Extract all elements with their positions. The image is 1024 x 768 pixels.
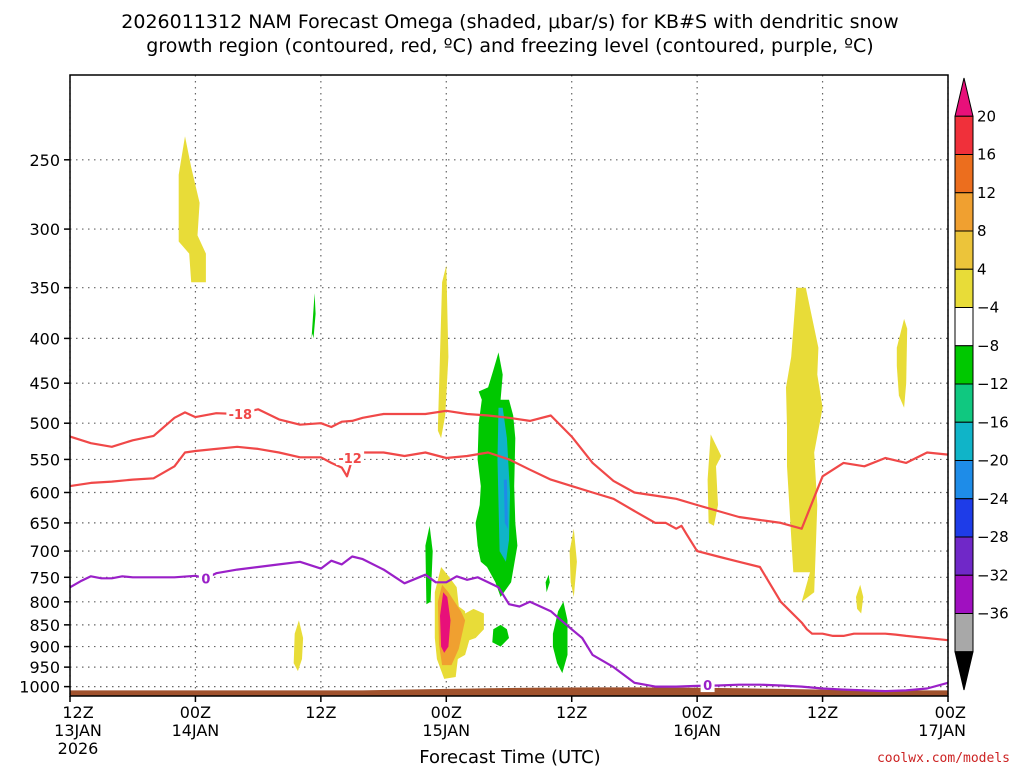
plot-area: -18 -12 0 0 (69, 74, 949, 697)
colorbar-swatch (954, 345, 974, 385)
x-tick-label: 00Z (935, 703, 966, 722)
omega-shaded-region (856, 584, 864, 614)
colorbar-arrow-bottom (954, 651, 974, 691)
omega-shaded-region (569, 528, 577, 597)
red-contour-line (69, 408, 949, 530)
colorbar-swatch (954, 383, 974, 423)
colorbar-label: 20 (977, 107, 996, 125)
omega-shaded-region (178, 136, 206, 283)
y-axis: 250 300 350 400 450 500 550 600 650 700 750 800 850 9… (19, 151, 70, 697)
colorbar-label: −36 (977, 605, 1009, 623)
colorbar-label: 8 (977, 222, 987, 240)
colorbar-swatch (954, 536, 974, 576)
y-tick-label: 400 (29, 329, 60, 348)
colorbar-label: −8 (977, 337, 999, 355)
omega-shaded-region (311, 293, 316, 339)
colorbar: 20 16 12 8 4 −4 −8 −12 −16 −20 −24 −28 −32 −36 (954, 77, 1009, 691)
credit-text: coolwx.com/models (877, 751, 1010, 766)
purple-contour-label: 0 (703, 679, 712, 694)
contour-label-bg (336, 450, 365, 466)
y-tick-label: 750 (29, 568, 60, 587)
omega-shaded-region (437, 265, 449, 439)
red-contour-label: -18 (229, 408, 253, 423)
chart-title-line1: 2026011312 NAM Forecast Omega (shaded, μ… (121, 11, 898, 33)
colorbar-label: −12 (977, 375, 1009, 393)
y-tick-label: 950 (29, 658, 60, 677)
x-tick-label: 12Z (62, 703, 93, 722)
colorbar-arrow-top (954, 77, 974, 117)
colorbar-label: −24 (977, 490, 1009, 508)
omega-shaded-region (293, 620, 304, 672)
colorbar-swatch (954, 460, 974, 500)
colorbar-label: −32 (977, 566, 1009, 584)
colorbar-label: 16 (977, 146, 996, 164)
colorbar-swatch (954, 268, 974, 308)
omega-shaded-region (440, 592, 451, 653)
red-contour-label: -12 (338, 452, 362, 467)
colorbar-swatch (954, 421, 974, 461)
purple-contour-label: 0 (201, 572, 210, 587)
contour-label-bg (226, 405, 255, 421)
y-tick-label: 350 (29, 279, 60, 298)
colorbar-swatch (954, 498, 974, 538)
colorbar-label: −20 (977, 452, 1009, 470)
y-tick-label: 300 (29, 220, 60, 239)
colorbar-swatch (954, 613, 974, 653)
omega-shaded-region (786, 287, 823, 602)
omega-shaded-region (475, 352, 518, 597)
omega-shaded-region (552, 601, 568, 674)
y-tick-label: 650 (29, 514, 60, 533)
x-tick-label: 2026 (58, 739, 99, 758)
contour-label-bg (700, 677, 715, 693)
ground-terrain (70, 687, 948, 696)
y-tick-label: 250 (29, 151, 60, 170)
colorbar-swatch (954, 230, 974, 270)
x-tick-label: 15JAN (422, 721, 470, 740)
x-tick-label: 12Z (556, 703, 587, 722)
omega-shaded-region (707, 434, 722, 526)
colorbar-label: 4 (977, 260, 987, 278)
x-tick-label: 17JAN (918, 721, 966, 740)
y-tick-label: 450 (29, 374, 60, 393)
x-tick-label: 14JAN (172, 721, 220, 740)
y-tick-label: 1000 (19, 678, 60, 697)
y-tick-label: 700 (29, 542, 60, 561)
x-tick-label: 00Z (180, 703, 211, 722)
colorbar-swatch (954, 192, 974, 232)
colorbar-swatch (954, 115, 974, 155)
chart-title-line2: growth region (contoured, red, ºC) and f… (146, 35, 873, 57)
contour-label-bg (198, 570, 213, 586)
y-tick-label: 850 (29, 616, 60, 635)
x-tick-label: 00Z (681, 703, 712, 722)
colorbar-label: −16 (977, 413, 1009, 431)
y-tick-label: 800 (29, 593, 60, 612)
colorbar-label: −4 (977, 299, 999, 317)
y-tick-label: 550 (29, 450, 60, 469)
y-tick-label: 900 (29, 638, 60, 657)
omega-shaded-region (545, 574, 550, 593)
y-tick-label: 500 (29, 414, 60, 433)
omega-shaded-region (492, 624, 509, 647)
x-tick-label: 16JAN (673, 721, 721, 740)
omega-shaded-region (503, 479, 508, 529)
red-contour-line (69, 445, 949, 642)
colorbar-label: 12 (977, 184, 996, 202)
x-tick-label: 00Z (431, 703, 462, 722)
omega-shaded-region (896, 318, 908, 408)
y-tick-label: 600 (29, 483, 60, 502)
x-tick-label: 12Z (305, 703, 336, 722)
x-tick-label: 12Z (807, 703, 838, 722)
colorbar-label: −28 (977, 528, 1009, 546)
colorbar-swatch (954, 154, 974, 194)
plot-frame (69, 74, 949, 697)
colorbar-swatch (954, 574, 974, 614)
x-tick-label: 13JAN (54, 721, 102, 740)
colorbar-swatch (954, 307, 974, 347)
omega-shaded-region (425, 525, 433, 605)
x-axis-label: Forecast Time (UTC) (419, 747, 600, 768)
